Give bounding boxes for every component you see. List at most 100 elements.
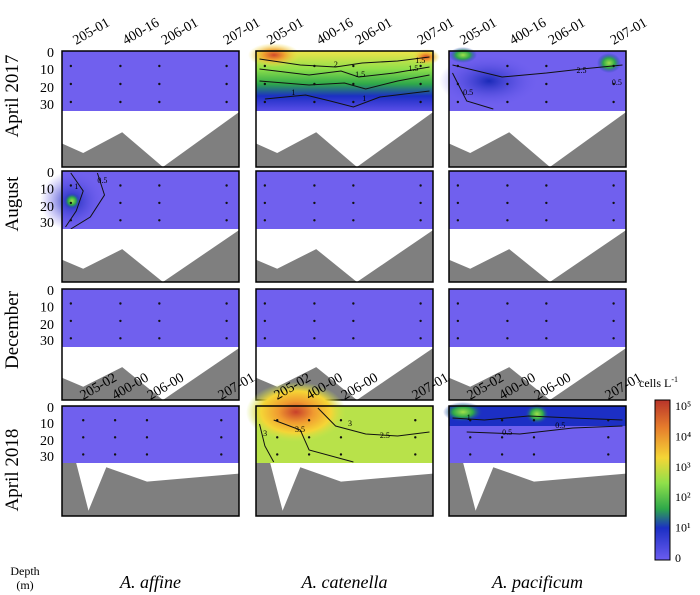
- sample-point: [263, 201, 267, 205]
- sample-point: [456, 319, 460, 323]
- panel-frame: [255, 405, 434, 517]
- heat-field: [449, 171, 626, 229]
- sample-point: [612, 337, 615, 340]
- section-panel: [61, 50, 240, 168]
- sample-point: [506, 302, 509, 305]
- sample-point: [158, 100, 161, 104]
- panel-frame: [61, 405, 240, 517]
- depth-tick: 30: [40, 450, 54, 465]
- seafloor: [62, 463, 239, 516]
- panel-frame: [255, 50, 434, 168]
- sample-point: [263, 82, 267, 86]
- depth-tick: 30: [40, 98, 54, 113]
- sample-point: [119, 302, 122, 305]
- contour-line: [452, 415, 623, 421]
- sample-point: [263, 184, 267, 187]
- contour-line: [273, 419, 354, 463]
- low-zone: [439, 55, 539, 107]
- sample-point: [220, 419, 223, 422]
- sample-point: [545, 64, 548, 68]
- depth-tick: 0: [47, 166, 54, 181]
- sample-point: [145, 453, 149, 456]
- sample-point: [225, 302, 228, 305]
- sample-point: [119, 82, 122, 86]
- sample-point: [313, 337, 316, 340]
- heat-field: [449, 289, 626, 347]
- sample-point: [313, 302, 316, 305]
- sample-point: [612, 319, 615, 323]
- sample-point: [506, 337, 509, 340]
- contour-line: [317, 407, 430, 437]
- station-label: 207-01: [221, 16, 263, 49]
- sample-point: [69, 319, 73, 323]
- depth-tick: 20: [40, 434, 54, 449]
- contour-label: 0.5: [555, 421, 565, 430]
- sample-point: [225, 201, 228, 205]
- sample-point: [158, 219, 161, 222]
- station-label: 207-01: [608, 16, 650, 49]
- sample-point: [419, 302, 422, 305]
- sample-point: [456, 184, 460, 187]
- sample-point: [339, 419, 343, 422]
- contour-label: 2: [334, 60, 338, 69]
- sample-point: [119, 100, 122, 104]
- sample-point: [313, 100, 316, 104]
- depth-tick: 20: [40, 200, 54, 215]
- sample-point: [225, 337, 228, 340]
- sample-point: [352, 82, 355, 86]
- depth-tick: 30: [40, 334, 54, 349]
- sample-point: [313, 64, 316, 68]
- station-label: 400-16: [507, 16, 549, 49]
- depth-tick: 20: [40, 318, 54, 333]
- section-panel: [61, 288, 240, 401]
- sample-point: [545, 319, 548, 323]
- sample-point: [612, 82, 615, 86]
- sample-point: [145, 419, 149, 422]
- sample-point: [545, 201, 548, 205]
- row-label: April 2017: [2, 55, 23, 138]
- hotspot: [525, 404, 549, 424]
- sample-point: [532, 419, 536, 422]
- panel-frame: [61, 170, 240, 283]
- sample-point: [225, 82, 228, 86]
- sample-point: [352, 201, 355, 205]
- sample-point: [158, 302, 161, 305]
- colorbar-tick: 10²: [675, 490, 691, 504]
- sample-point: [119, 184, 122, 187]
- sample-point: [82, 419, 85, 422]
- sample-point: [607, 419, 610, 422]
- sample-point: [545, 184, 548, 187]
- station-label: 205-01: [458, 16, 500, 49]
- sample-point: [419, 64, 422, 68]
- heat-field: [62, 406, 239, 463]
- contour-label: 2.5: [576, 66, 586, 75]
- seafloor: [62, 112, 239, 167]
- row-label: August: [2, 176, 23, 232]
- sample-point: [419, 337, 422, 340]
- sample-point: [158, 319, 161, 323]
- sample-point: [607, 436, 610, 439]
- seafloor: [256, 230, 433, 282]
- station-label: 207-01: [415, 16, 457, 49]
- sample-point: [69, 219, 73, 222]
- contour-line: [70, 172, 106, 230]
- hotspot: [248, 43, 300, 67]
- sample-point: [307, 453, 311, 456]
- depth-axis-label: (m): [16, 578, 33, 592]
- depth-axis-label: Depth: [10, 564, 39, 578]
- sample-point: [532, 436, 536, 439]
- sample-point: [113, 453, 117, 456]
- colorbar-tick: 10⁵: [675, 399, 691, 413]
- section-panel: [448, 170, 627, 283]
- contour-label: 1: [74, 182, 78, 191]
- sample-point: [612, 64, 615, 68]
- row-label: December: [2, 290, 23, 369]
- sample-point: [225, 100, 228, 104]
- sample-point: [352, 64, 355, 68]
- sample-point: [119, 219, 122, 222]
- depth-tick: 10: [40, 182, 54, 197]
- sample-point: [276, 419, 279, 422]
- depth-tick: 10: [40, 300, 54, 315]
- panel-frame: [448, 405, 627, 517]
- sample-point: [158, 184, 161, 187]
